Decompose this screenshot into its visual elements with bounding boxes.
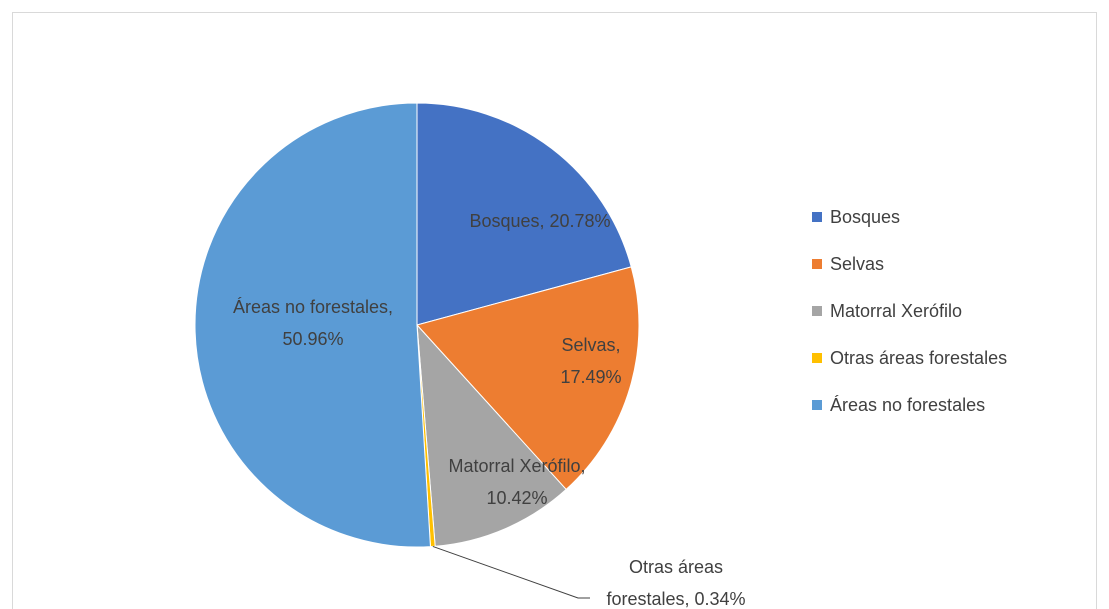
chart-border [12, 12, 1097, 609]
legend-swatch [812, 306, 822, 316]
data-label: Áreas no forestales, 50.96% [232, 297, 394, 349]
data-label: Otras áreas forestales, 0.34% [606, 557, 746, 609]
data-label: Matorral Xerófilo, 10.42% [448, 456, 586, 508]
legend-swatch [812, 400, 822, 410]
legend-label: Otras áreas forestales [830, 348, 1007, 368]
legend-swatch [812, 353, 822, 363]
pie-slice [416, 102, 632, 326]
data-label: Selvas, 17.49% [560, 335, 622, 387]
legend-swatch [812, 259, 822, 269]
pie-slice [416, 323, 567, 547]
pie-slice [194, 102, 431, 548]
legend-label: Matorral Xerófilo [830, 301, 962, 321]
legend-label: Selvas [830, 254, 884, 274]
data-label: Bosques, 20.78% [469, 211, 611, 231]
legend-label: Áreas no forestales [830, 395, 985, 415]
legend-label: Bosques [830, 207, 900, 227]
legend-swatch [812, 212, 822, 222]
leader-line [432, 545, 590, 599]
pie-slice [416, 266, 640, 491]
